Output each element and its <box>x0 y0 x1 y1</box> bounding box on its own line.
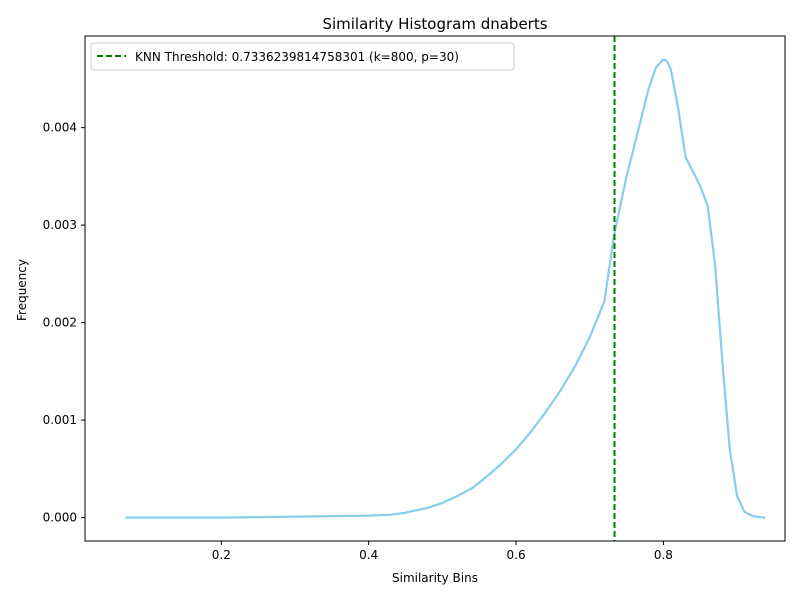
x-tick-label: 0.4 <box>359 548 378 562</box>
y-tick-label: 0.002 <box>43 316 77 330</box>
plot-area <box>125 36 766 541</box>
y-tick-label: 0.004 <box>43 121 77 135</box>
legend-threshold-label: KNN Threshold: 0.7336239814758301 (k=800… <box>135 50 459 64</box>
x-axis-label: Similarity Bins <box>392 571 478 585</box>
x-tick-label: 0.6 <box>507 548 526 562</box>
legend-box <box>90 42 515 71</box>
x-tick-label: 0.2 <box>212 548 231 562</box>
y-tick-label: 0.001 <box>43 413 77 427</box>
x-tick-label: 0.8 <box>654 548 673 562</box>
series-line-0 <box>125 58 766 519</box>
chart-title: Similarity Histogram dnaberts <box>322 15 547 33</box>
legend: KNN Threshold: 0.7336239814758301 (k=800… <box>90 42 515 71</box>
axes-frame <box>84 35 786 542</box>
y-tick-label: 0.003 <box>43 218 77 232</box>
ticks: 0.2 0.4 0.6 0.8 0.000 0.001 0.002 0.003 0.004 <box>43 121 673 562</box>
y-tick-label: 0.000 <box>43 511 77 525</box>
y-axis-label: Frequency <box>15 259 29 321</box>
